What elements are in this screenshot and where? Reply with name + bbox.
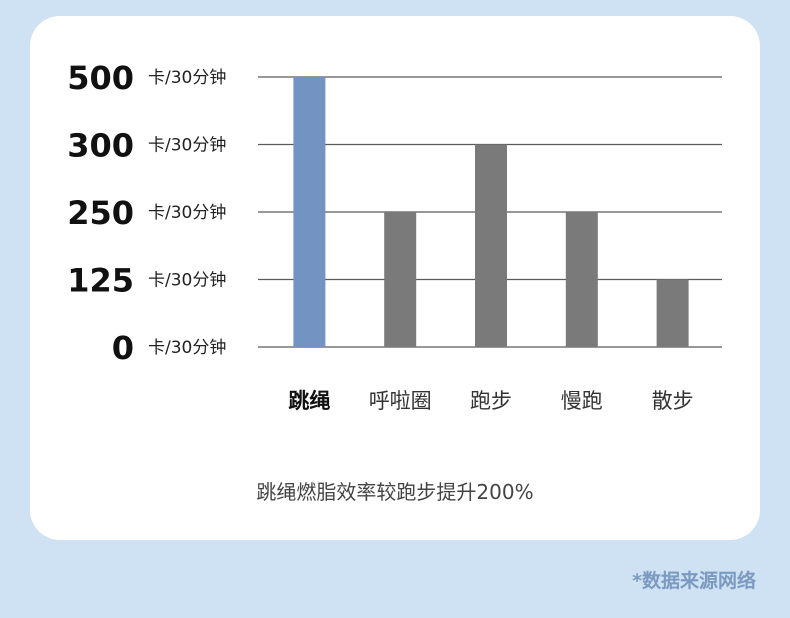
- y-tick-unit: 卡/30分钟: [148, 136, 226, 156]
- y-tick-unit: 卡/30分钟: [148, 271, 226, 291]
- y-tick-unit: 卡/30分钟: [148, 338, 226, 358]
- bar-1: [293, 77, 326, 347]
- y-tick-label-0: 0: [112, 329, 134, 367]
- bar-5: [656, 279, 689, 347]
- y-tick-label-250: 250: [67, 194, 134, 232]
- x-category-label-3: 跑步: [470, 389, 512, 413]
- x-category-label-2: 呼啦圈: [369, 389, 432, 413]
- chart-caption: 跳绳燃脂效率较跑步提升200%: [256, 480, 534, 504]
- x-category-label-4: 慢跑: [561, 389, 603, 413]
- y-tick-unit: 卡/30分钟: [148, 203, 226, 223]
- bar-2: [384, 212, 417, 347]
- bar-chart: 0 卡/30分钟 125 卡/30分钟 250 卡/30分钟 300 卡/30分钟 500 卡/3…: [67, 59, 722, 413]
- y-tick-label-300: 300: [67, 127, 134, 165]
- y-tick-label-500: 500: [67, 59, 134, 97]
- y-tick-label-125: 125: [67, 262, 134, 300]
- bar-3: [475, 144, 507, 347]
- bar-4: [565, 212, 598, 347]
- x-category-label-1: 跳绳: [288, 389, 330, 413]
- chart-card: 0 卡/30分钟 125 卡/30分钟 250 卡/30分钟 300 卡/30分钟 500 卡/3…: [30, 16, 760, 540]
- source-note: *数据来源网络: [632, 570, 756, 592]
- y-tick-unit: 卡/30分钟: [148, 68, 226, 88]
- x-category-label-5: 散步: [652, 389, 694, 413]
